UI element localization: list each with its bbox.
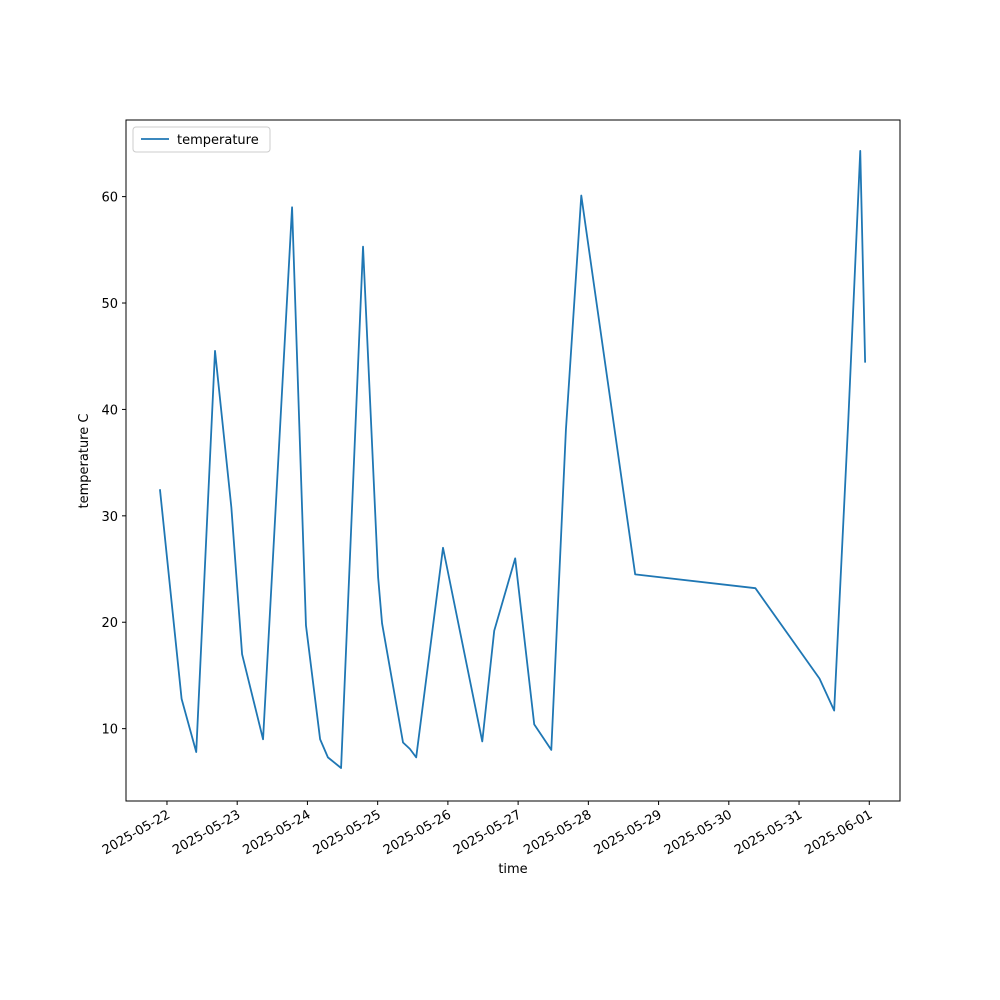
line [159, 149, 867, 769]
y-tick-label: 20 [101, 616, 118, 631]
y-tick-label: 40 [101, 403, 118, 418]
plot-frame [125, 119, 901, 802]
y-tick-label: 30 [101, 510, 118, 525]
y-tick-label: 10 [101, 723, 118, 738]
legend-box [132, 126, 271, 153]
x-tick-label: 2025-05-29 [592, 807, 665, 858]
x-tick-label: 2025-05-22 [100, 807, 173, 858]
x-tick-label: 2025-05-25 [311, 807, 384, 858]
x-tick-label: 2025-05-31 [732, 807, 805, 858]
x-axis-label: time [498, 862, 527, 877]
x-tick-label: 2025-05-30 [662, 807, 735, 858]
x-tick-label: 2025-05-26 [381, 807, 454, 858]
x-tick-label: 2025-05-24 [240, 807, 313, 858]
x-tick-label: 2025-05-28 [521, 807, 594, 858]
x-tick-label: 2025-05-23 [170, 807, 243, 858]
legend-label: temperature [177, 133, 259, 148]
y-tick-label: 60 [101, 191, 118, 206]
y-tick-label: 50 [101, 297, 118, 312]
x-tick-label: 2025-06-01 [802, 807, 875, 858]
y-axis-label: temperature C [77, 414, 92, 509]
x-tick-label: 2025-05-27 [451, 807, 524, 858]
